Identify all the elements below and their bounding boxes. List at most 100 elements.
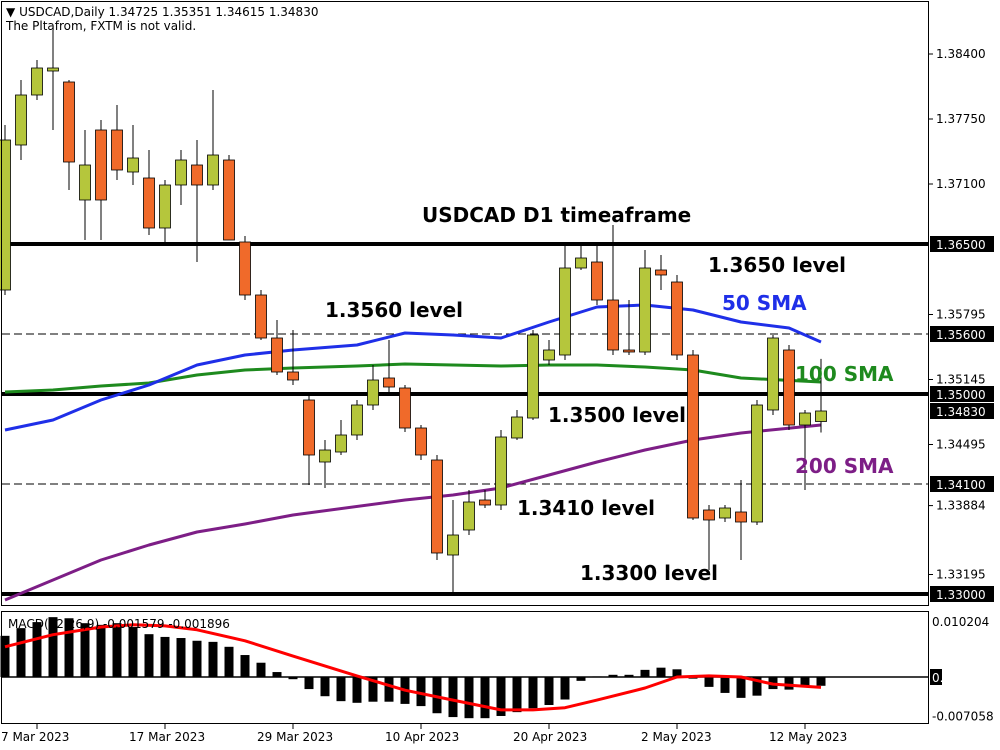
candle <box>639 250 651 355</box>
macd-histogram-bar <box>288 677 298 680</box>
candle <box>559 245 571 360</box>
macd-histogram-bar <box>704 677 714 687</box>
symbol-ohlc: USDCAD,Daily 1.34725 1.35351 1.34615 1.3… <box>19 5 319 19</box>
macd-histogram-bar <box>112 623 122 677</box>
price-marker-label: 1.33000 <box>936 588 986 602</box>
candle-body <box>767 337 779 411</box>
price-tick-label: 1.35145 <box>936 373 986 387</box>
macd-histogram-bar <box>608 674 618 677</box>
candle <box>447 500 459 592</box>
macd-histogram-bar <box>640 669 650 677</box>
macd-histogram-bar <box>336 677 346 702</box>
candle-body <box>367 379 379 406</box>
main-panel-border <box>1 1 929 606</box>
candle <box>367 365 379 410</box>
candle <box>543 340 555 365</box>
candle-body <box>63 81 75 163</box>
candle-body <box>399 387 411 429</box>
date-tick-label: 20 Apr 2023 <box>513 730 587 744</box>
candle <box>207 90 219 190</box>
candle <box>111 105 123 180</box>
price-axis: 1.38400 1.37750 1.37100 1.35795 1.35145 1.344… <box>928 47 994 602</box>
date-tick-label: 29 Mar 2023 <box>257 730 333 744</box>
candle <box>527 330 539 420</box>
candle-body <box>511 416 523 439</box>
macd-histogram-bar <box>0 635 10 677</box>
candle <box>751 400 763 525</box>
collapse-triangle-icon[interactable]: ▼ <box>6 5 16 19</box>
candle-body <box>751 404 763 523</box>
candle <box>591 245 603 305</box>
candle-body <box>431 459 443 554</box>
candle-body <box>15 94 27 146</box>
macd-histogram-bar <box>560 677 570 700</box>
candle <box>223 155 235 241</box>
candle-body <box>559 267 571 356</box>
candle <box>735 480 747 560</box>
date-tick-label: 12 May 2023 <box>769 730 847 744</box>
candle-body <box>575 257 587 269</box>
macd-histogram-bar <box>64 618 74 677</box>
candle-body <box>495 436 507 506</box>
macd-histogram-bar <box>816 677 826 686</box>
candle <box>623 300 635 355</box>
candle-body <box>607 299 619 351</box>
macd-histogram-bar <box>48 617 58 677</box>
candle-body <box>543 349 555 361</box>
candle <box>95 120 107 240</box>
price-tick-label: 1.33884 <box>936 499 986 513</box>
macd-histogram-bar <box>464 677 474 719</box>
candle-body <box>815 410 827 422</box>
macd-histogram-bar <box>272 672 282 677</box>
candle-body <box>239 241 251 296</box>
macd-histogram-bar <box>160 636 170 677</box>
price-marker-box <box>930 586 994 602</box>
candle <box>495 430 507 510</box>
candle-body <box>703 509 715 521</box>
macd-histogram-bar <box>752 677 762 696</box>
candle <box>271 320 283 375</box>
candle <box>175 150 187 205</box>
price-tick-label: 1.37100 <box>936 177 986 191</box>
price-marker-box <box>930 326 994 342</box>
macd-histogram-bar <box>432 677 442 714</box>
candle-body <box>31 67 43 96</box>
candle <box>0 125 11 295</box>
candle <box>335 420 347 455</box>
candle <box>63 80 75 190</box>
price-marker-box <box>930 386 994 402</box>
candle-body <box>655 269 667 276</box>
candle <box>351 400 363 440</box>
candle <box>463 490 475 535</box>
macd-panel-border <box>1 611 929 724</box>
candle-body <box>447 534 459 556</box>
macd-histogram-bar <box>80 623 90 677</box>
macd-histogram-bar <box>144 634 154 677</box>
macd-zero-marker <box>930 669 942 685</box>
macd-histogram-bar <box>528 677 538 709</box>
macd-tick-label: 0.00 <box>932 671 959 685</box>
candle-body <box>383 377 395 388</box>
macd-label: MACD(12,26,9) -0.001579 -0.001896 <box>8 617 230 631</box>
candle <box>159 180 171 245</box>
macd-axis: 0.010204 0.00 -0.007058 <box>930 615 994 724</box>
macd-histogram-bar <box>352 677 362 703</box>
candle-body <box>79 164 91 201</box>
candle-body <box>175 159 187 186</box>
sma200-label: 200 SMA <box>795 454 894 478</box>
chart-title-annotation: USDCAD D1 timeaframe <box>422 203 691 227</box>
date-tick-label: 10 Apr 2023 <box>385 730 459 744</box>
candle-body <box>415 427 427 456</box>
date-tick-label: 7 Mar 2023 <box>1 730 69 744</box>
candle-body <box>223 159 235 241</box>
candle-body <box>735 511 747 523</box>
candle <box>655 255 667 290</box>
candle <box>479 490 491 508</box>
candle <box>767 335 779 415</box>
macd-histogram-bar <box>544 677 554 705</box>
candle-body <box>335 434 347 453</box>
date-tick-label: 17 Mar 2023 <box>129 730 205 744</box>
macd-histogram-bar <box>304 677 314 690</box>
candle <box>239 236 251 300</box>
